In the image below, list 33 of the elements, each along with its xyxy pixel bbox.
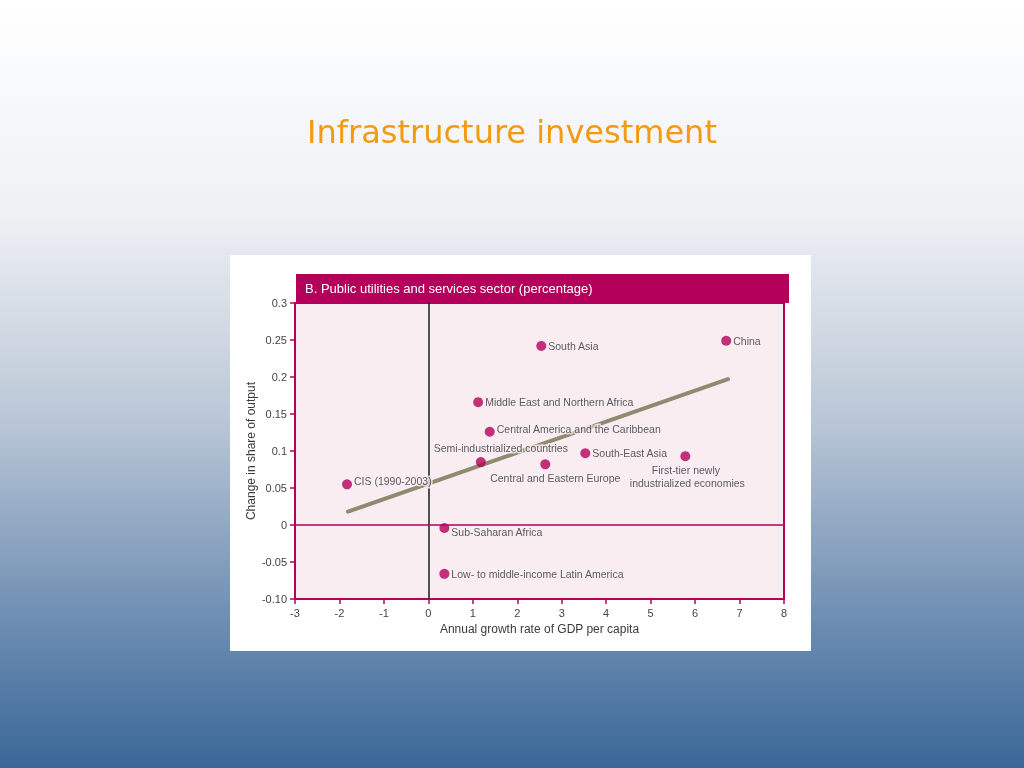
x-tick-label: 1 [469,606,476,619]
x-tick-label: 8 [780,606,788,619]
x-axis-title: Annual growth rate of GDP per capita [439,622,640,636]
series-label: Sub-Saharan Africa [451,525,543,538]
x-tick-label: 0 [425,606,432,619]
series-label: China [733,334,761,347]
x-tick-label: 3 [558,606,565,619]
y-tick-label: 0.25 [265,334,287,346]
series-label: South Asia [548,339,599,352]
y-tick-label: 0.3 [271,297,287,309]
series-label: Low- to middle-income Latin America [451,567,624,580]
x-tick-label: -1 [379,606,389,619]
y-tick-label: 0 [280,519,287,531]
x-tick-label: 7 [736,606,743,619]
y-tick-label: -0.10 [261,593,287,605]
y-tick-label: 0.05 [265,482,287,494]
x-tick-label: 6 [692,606,699,619]
x-tick-label: -2 [334,606,345,619]
series-label: South-East Asia [592,447,668,460]
y-tick-label: 0.2 [271,371,287,383]
series-label: First-tier newly industrialized economies [629,463,745,489]
chart-subtitle: B. Public utilities and services sector (percentage) [296,274,789,303]
x-tick-label: 2 [514,606,521,619]
series-label: Middle East and Northern Africa [485,396,634,409]
x-tick-label: 4 [603,606,610,619]
x-tick-label: 5 [647,606,654,619]
y-tick-label: 0.1 [271,445,287,457]
chart-title: Infrastructure investment [306,112,718,153]
x-tick-label: -3 [290,606,300,619]
y-axis-title: Change in share of output [244,381,258,521]
series-label: Central and Eastern Europe [490,471,621,484]
y-tick-label: -0.05 [261,556,287,568]
y-tick-label: 0.15 [265,408,287,420]
